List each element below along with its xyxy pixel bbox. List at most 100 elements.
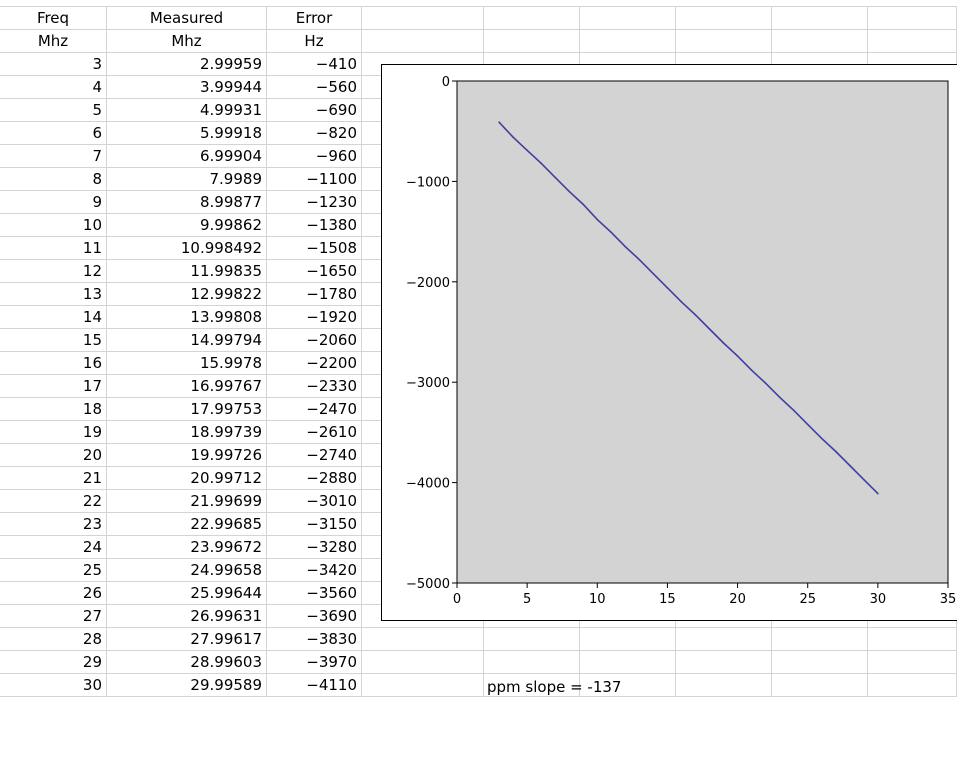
cell-freq[interactable]: 30 — [0, 674, 107, 697]
empty-cell[interactable] — [362, 651, 484, 674]
empty-cell[interactable] — [484, 651, 580, 674]
header-measured[interactable]: Measured — [107, 7, 267, 30]
cell-measured[interactable]: 15.9978 — [107, 352, 267, 375]
cell-error[interactable]: −1230 — [267, 191, 362, 214]
cell-freq[interactable]: 16 — [0, 352, 107, 375]
header-freq[interactable]: Freq — [0, 7, 107, 30]
cell-measured[interactable]: 22.99685 — [107, 513, 267, 536]
cell-freq[interactable]: 22 — [0, 490, 107, 513]
cell-error[interactable]: −4110 — [267, 674, 362, 697]
cell-error[interactable]: −560 — [267, 76, 362, 99]
cell-measured[interactable]: 28.99603 — [107, 651, 267, 674]
cell-freq[interactable]: 8 — [0, 168, 107, 191]
cell-measured[interactable]: 26.99631 — [107, 605, 267, 628]
cell-freq[interactable]: 6 — [0, 122, 107, 145]
empty-cell[interactable] — [772, 30, 868, 53]
empty-cell[interactable] — [868, 628, 957, 651]
cell-freq[interactable]: 12 — [0, 260, 107, 283]
cell-measured[interactable]: 9.99862 — [107, 214, 267, 237]
cell-error[interactable]: −3280 — [267, 536, 362, 559]
cell-error[interactable]: −2330 — [267, 375, 362, 398]
empty-cell[interactable] — [580, 628, 676, 651]
cell-error[interactable]: −3970 — [267, 651, 362, 674]
cell-freq[interactable]: 20 — [0, 444, 107, 467]
cell-freq[interactable]: 11 — [0, 237, 107, 260]
error-line-chart[interactable]: 0 −1000 −2000 −3000 −4000 −5000 0 5 10 15 20 25 30 35 — [381, 64, 957, 621]
cell-error[interactable]: −3830 — [267, 628, 362, 651]
empty-cell[interactable] — [362, 674, 484, 697]
ppm-slope-note[interactable]: ppm slope = -137 — [487, 678, 622, 696]
cell-measured[interactable]: 24.99658 — [107, 559, 267, 582]
cell-error[interactable]: −3420 — [267, 559, 362, 582]
cell-error[interactable]: −960 — [267, 145, 362, 168]
cell-freq[interactable]: 24 — [0, 536, 107, 559]
cell-measured[interactable]: 23.99672 — [107, 536, 267, 559]
cell-freq[interactable]: 21 — [0, 467, 107, 490]
cell-measured[interactable]: 8.99877 — [107, 191, 267, 214]
cell-error[interactable]: −3560 — [267, 582, 362, 605]
cell-freq[interactable]: 23 — [0, 513, 107, 536]
cell-freq[interactable]: 3 — [0, 53, 107, 76]
cell-measured[interactable]: 27.99617 — [107, 628, 267, 651]
cell-freq[interactable]: 25 — [0, 559, 107, 582]
empty-cell[interactable] — [580, 7, 676, 30]
cell-freq[interactable]: 9 — [0, 191, 107, 214]
cell-error[interactable]: −2060 — [267, 329, 362, 352]
cell-error[interactable]: −3150 — [267, 513, 362, 536]
cell-measured[interactable]: 14.99794 — [107, 329, 267, 352]
empty-cell[interactable] — [868, 7, 957, 30]
cell-freq[interactable]: 4 — [0, 76, 107, 99]
empty-cell[interactable] — [362, 628, 484, 651]
empty-cell[interactable] — [484, 674, 580, 697]
header-measured[interactable]: Mhz — [107, 30, 267, 53]
cell-measured[interactable]: 16.99767 — [107, 375, 267, 398]
empty-cell[interactable] — [868, 674, 957, 697]
cell-error[interactable]: −2200 — [267, 352, 362, 375]
cell-measured[interactable]: 17.99753 — [107, 398, 267, 421]
cell-error[interactable]: −2740 — [267, 444, 362, 467]
header-error[interactable]: Hz — [267, 30, 362, 53]
empty-cell[interactable] — [580, 651, 676, 674]
empty-cell[interactable] — [772, 674, 868, 697]
cell-measured[interactable]: 11.99835 — [107, 260, 267, 283]
empty-cell[interactable] — [676, 628, 772, 651]
cell-freq[interactable]: 29 — [0, 651, 107, 674]
cell-freq[interactable]: 26 — [0, 582, 107, 605]
cell-freq[interactable]: 5 — [0, 99, 107, 122]
header-error[interactable]: Error — [267, 7, 362, 30]
cell-error[interactable]: −690 — [267, 99, 362, 122]
empty-cell[interactable] — [676, 674, 772, 697]
cell-measured[interactable]: 10.998492 — [107, 237, 267, 260]
cell-freq[interactable]: 19 — [0, 421, 107, 444]
cell-measured[interactable]: 7.9989 — [107, 168, 267, 191]
empty-cell[interactable] — [484, 7, 580, 30]
empty-cell[interactable] — [362, 30, 484, 53]
cell-error[interactable]: −1100 — [267, 168, 362, 191]
cell-error[interactable]: −3690 — [267, 605, 362, 628]
empty-cell[interactable] — [868, 651, 957, 674]
cell-error[interactable]: −2610 — [267, 421, 362, 444]
empty-cell[interactable] — [676, 30, 772, 53]
cell-measured[interactable]: 13.99808 — [107, 306, 267, 329]
empty-cell[interactable] — [772, 7, 868, 30]
cell-measured[interactable]: 29.99589 — [107, 674, 267, 697]
cell-measured[interactable]: 20.99712 — [107, 467, 267, 490]
cell-error[interactable]: −410 — [267, 53, 362, 76]
cell-error[interactable]: −1920 — [267, 306, 362, 329]
empty-cell[interactable] — [484, 628, 580, 651]
cell-measured[interactable]: 5.99918 — [107, 122, 267, 145]
cell-measured[interactable]: 3.99944 — [107, 76, 267, 99]
empty-cell[interactable] — [676, 7, 772, 30]
cell-freq[interactable]: 7 — [0, 145, 107, 168]
cell-freq[interactable]: 10 — [0, 214, 107, 237]
empty-cell[interactable] — [362, 7, 484, 30]
cell-error[interactable]: −3010 — [267, 490, 362, 513]
cell-error[interactable]: −1780 — [267, 283, 362, 306]
cell-measured[interactable]: 2.99959 — [107, 53, 267, 76]
empty-cell[interactable] — [772, 651, 868, 674]
cell-measured[interactable]: 6.99904 — [107, 145, 267, 168]
cell-measured[interactable]: 21.99699 — [107, 490, 267, 513]
cell-error[interactable]: −1508 — [267, 237, 362, 260]
cell-freq[interactable]: 13 — [0, 283, 107, 306]
cell-error[interactable]: −1380 — [267, 214, 362, 237]
